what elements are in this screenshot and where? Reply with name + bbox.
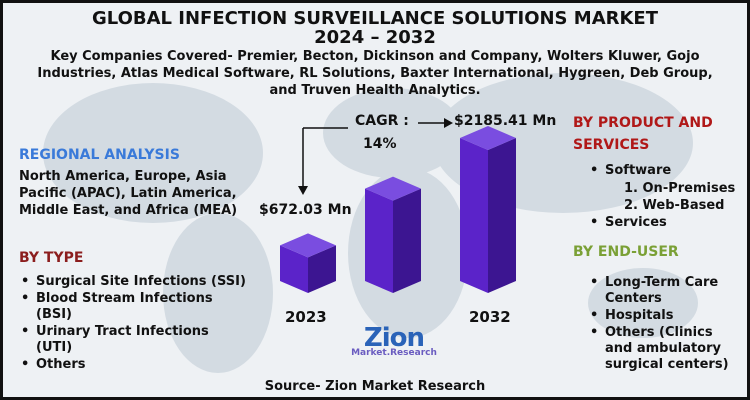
bar-2032-top [460, 126, 516, 150]
by-type-item: Others [19, 357, 249, 373]
product-services: Services [588, 215, 738, 231]
by-product-list: Software [588, 163, 738, 180]
key-companies: Key Companies Covered- Premier, Becton, … [37, 49, 713, 98]
by-end-user-heading: BY END-USER [573, 244, 679, 260]
by-product-list-2: Services [588, 215, 738, 232]
title-line-2: 2024 – 2032 [314, 27, 436, 48]
logo-main: Zion [363, 323, 425, 353]
bar-mid-left [365, 188, 393, 293]
logo-sub: Market.Research [351, 348, 437, 358]
market-chart [280, 118, 516, 293]
product-sub-1: 1. On-Premises [624, 181, 736, 196]
bar-2023-left [280, 245, 308, 293]
value-label-2032: $2185.41 Mn [454, 113, 557, 129]
cagr-value: 14% [363, 136, 397, 152]
bar-2032-left [460, 138, 488, 293]
by-end-user-list: Long-Term Care Centers Hospitals Others … [588, 275, 738, 374]
regional-heading: REGIONAL ANALYSIS [19, 147, 180, 163]
by-type-item: Blood Stream Infections (BSI) [19, 291, 249, 323]
year-label-2023: 2023 [285, 308, 327, 326]
by-type-heading: BY TYPE [19, 250, 84, 266]
right-arrow-head [444, 118, 453, 128]
end-user-item: Long-Term Care Centers [588, 275, 738, 307]
zion-logo: Zion Market.Research [349, 323, 439, 358]
title-line-1: GLOBAL INFECTION SURVEILLANCE SOLUTIONS … [91, 8, 659, 29]
value-label-2023: $672.03 Mn [259, 202, 352, 218]
by-type-list: Surgical Site Infections (SSI) Blood Str… [19, 274, 249, 374]
year-label-2032: 2032 [469, 308, 511, 326]
by-product-heading-1: BY PRODUCT AND [573, 115, 713, 131]
down-arrow-head [298, 186, 308, 195]
by-type-item: Urinary Tract Infections (UTI) [19, 324, 249, 356]
end-user-item: Others (Clinics and ambulatory surgical … [588, 325, 738, 373]
bar-mid-right [393, 188, 421, 293]
bar-mid-top [365, 176, 421, 201]
bar-2023-right [308, 245, 336, 293]
bar-2023-top [280, 233, 336, 258]
product-sub-2: 2. Web-Based [624, 198, 725, 213]
source-note: Source- Zion Market Research [264, 379, 486, 394]
cagr-label: CAGR : [355, 113, 409, 129]
end-user-item: Hospitals [588, 308, 738, 324]
bar-2032-right [488, 138, 516, 293]
by-type-item: Surgical Site Infections (SSI) [19, 274, 249, 290]
regional-text: North America, Europe, Asia Pacific (APA… [19, 169, 238, 218]
product-software: Software [588, 163, 738, 179]
by-product-heading-2: SERVICES [573, 137, 650, 153]
